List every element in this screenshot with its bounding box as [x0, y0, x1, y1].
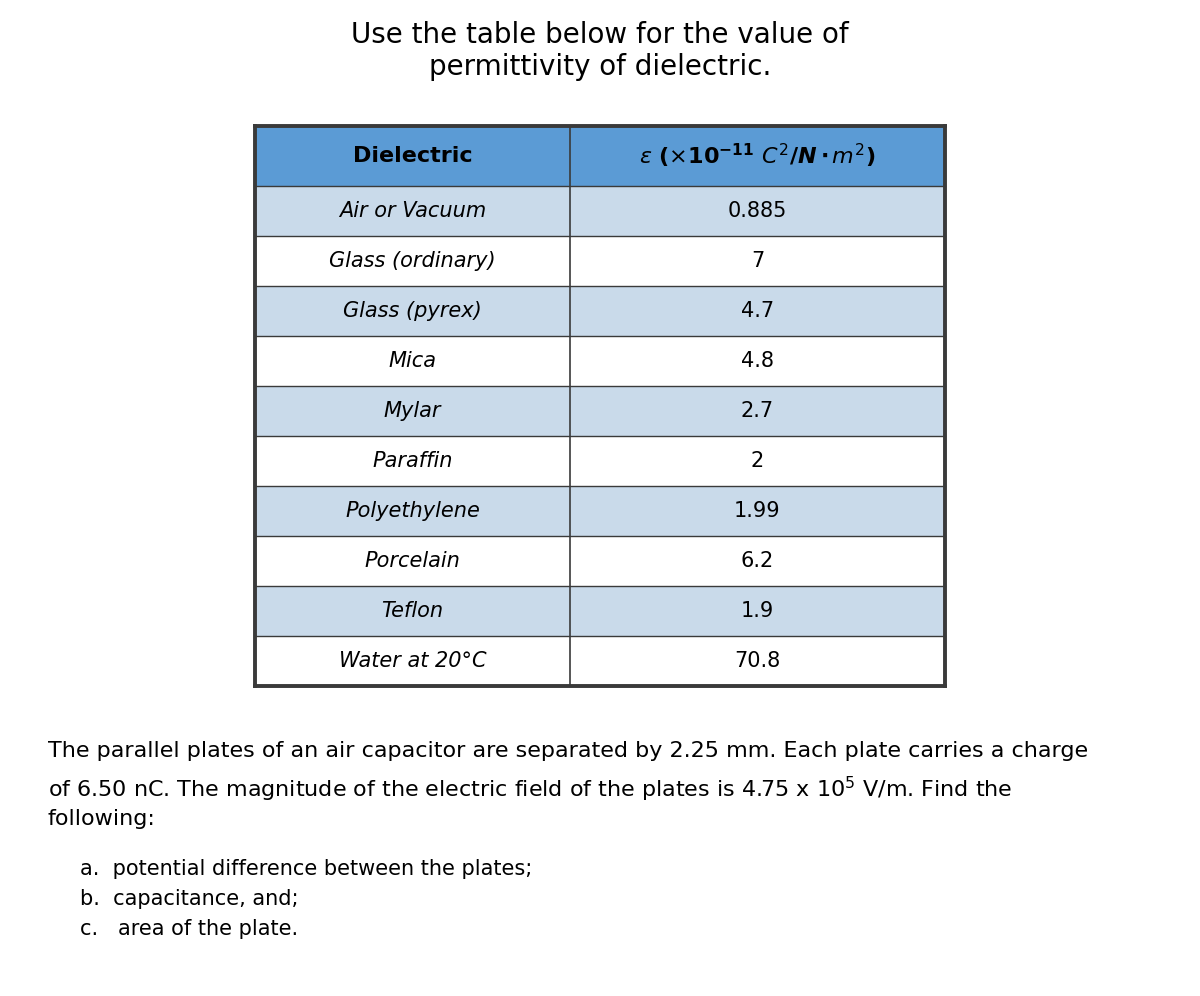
Bar: [570, 386, 946, 436]
Text: b.  capacitance, and;: b. capacitance, and;: [80, 889, 299, 909]
Text: 4.8: 4.8: [742, 351, 774, 371]
Text: 7: 7: [751, 251, 764, 271]
Bar: [256, 186, 570, 236]
Text: 2.7: 2.7: [740, 401, 774, 421]
Text: Water at 20°C: Water at 20°C: [338, 651, 486, 671]
Text: Glass (pyrex): Glass (pyrex): [343, 301, 482, 321]
Text: Mica: Mica: [389, 351, 437, 371]
Bar: [570, 586, 946, 636]
Bar: [256, 636, 570, 686]
Text: 6.2: 6.2: [740, 551, 774, 571]
Text: c.   area of the plate.: c. area of the plate.: [80, 919, 298, 939]
Bar: [256, 386, 570, 436]
Text: Mylar: Mylar: [384, 401, 442, 421]
Text: Paraffin: Paraffin: [372, 451, 452, 471]
Bar: [570, 486, 946, 536]
Text: a.  potential difference between the plates;: a. potential difference between the plat…: [80, 859, 533, 879]
Text: permittivity of dielectric.: permittivity of dielectric.: [428, 53, 772, 81]
Bar: [570, 536, 946, 586]
Bar: [256, 536, 570, 586]
Bar: [256, 236, 570, 286]
Text: 2: 2: [751, 451, 764, 471]
Text: following:: following:: [48, 809, 156, 829]
Text: The parallel plates of an air capacitor are separated by 2.25 mm. Each plate car: The parallel plates of an air capacitor …: [48, 741, 1088, 761]
Text: Glass (ordinary): Glass (ordinary): [329, 251, 496, 271]
Text: Dielectric: Dielectric: [353, 146, 473, 166]
Bar: [256, 286, 570, 336]
Bar: [570, 636, 946, 686]
Text: Teflon: Teflon: [382, 601, 444, 621]
Bar: [570, 436, 946, 486]
Bar: [570, 336, 946, 386]
Text: $\epsilon$ ($\times\mathbf{10^{-11}}$ $\boldsymbol{C^2/N \cdot m^2}$): $\epsilon$ ($\times\mathbf{10^{-11}}$ $\…: [640, 141, 876, 170]
Text: Porcelain: Porcelain: [365, 551, 461, 571]
Text: Air or Vacuum: Air or Vacuum: [338, 201, 486, 221]
Text: Polyethylene: Polyethylene: [346, 501, 480, 521]
Text: Use the table below for the value of: Use the table below for the value of: [352, 21, 848, 49]
Bar: [570, 186, 946, 236]
Text: 1.9: 1.9: [740, 601, 774, 621]
Text: of 6.50 nC. The magnitude of the electric field of the plates is 4.75 x 10$^{5}$: of 6.50 nC. The magnitude of the electri…: [48, 775, 1013, 804]
Bar: [570, 286, 946, 336]
Bar: [570, 236, 946, 286]
Bar: [256, 126, 946, 186]
Bar: [256, 336, 570, 386]
Text: 1.99: 1.99: [734, 501, 781, 521]
Text: 0.885: 0.885: [728, 201, 787, 221]
Bar: [256, 586, 570, 636]
Text: 70.8: 70.8: [734, 651, 781, 671]
Text: 4.7: 4.7: [740, 301, 774, 321]
Bar: [256, 436, 570, 486]
Bar: [256, 486, 570, 536]
